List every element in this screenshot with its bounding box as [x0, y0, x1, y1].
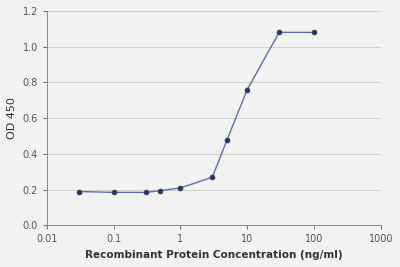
- X-axis label: Recombinant Protein Concentration (ng/ml): Recombinant Protein Concentration (ng/ml…: [85, 250, 343, 260]
- Y-axis label: OD 450: OD 450: [7, 97, 17, 139]
